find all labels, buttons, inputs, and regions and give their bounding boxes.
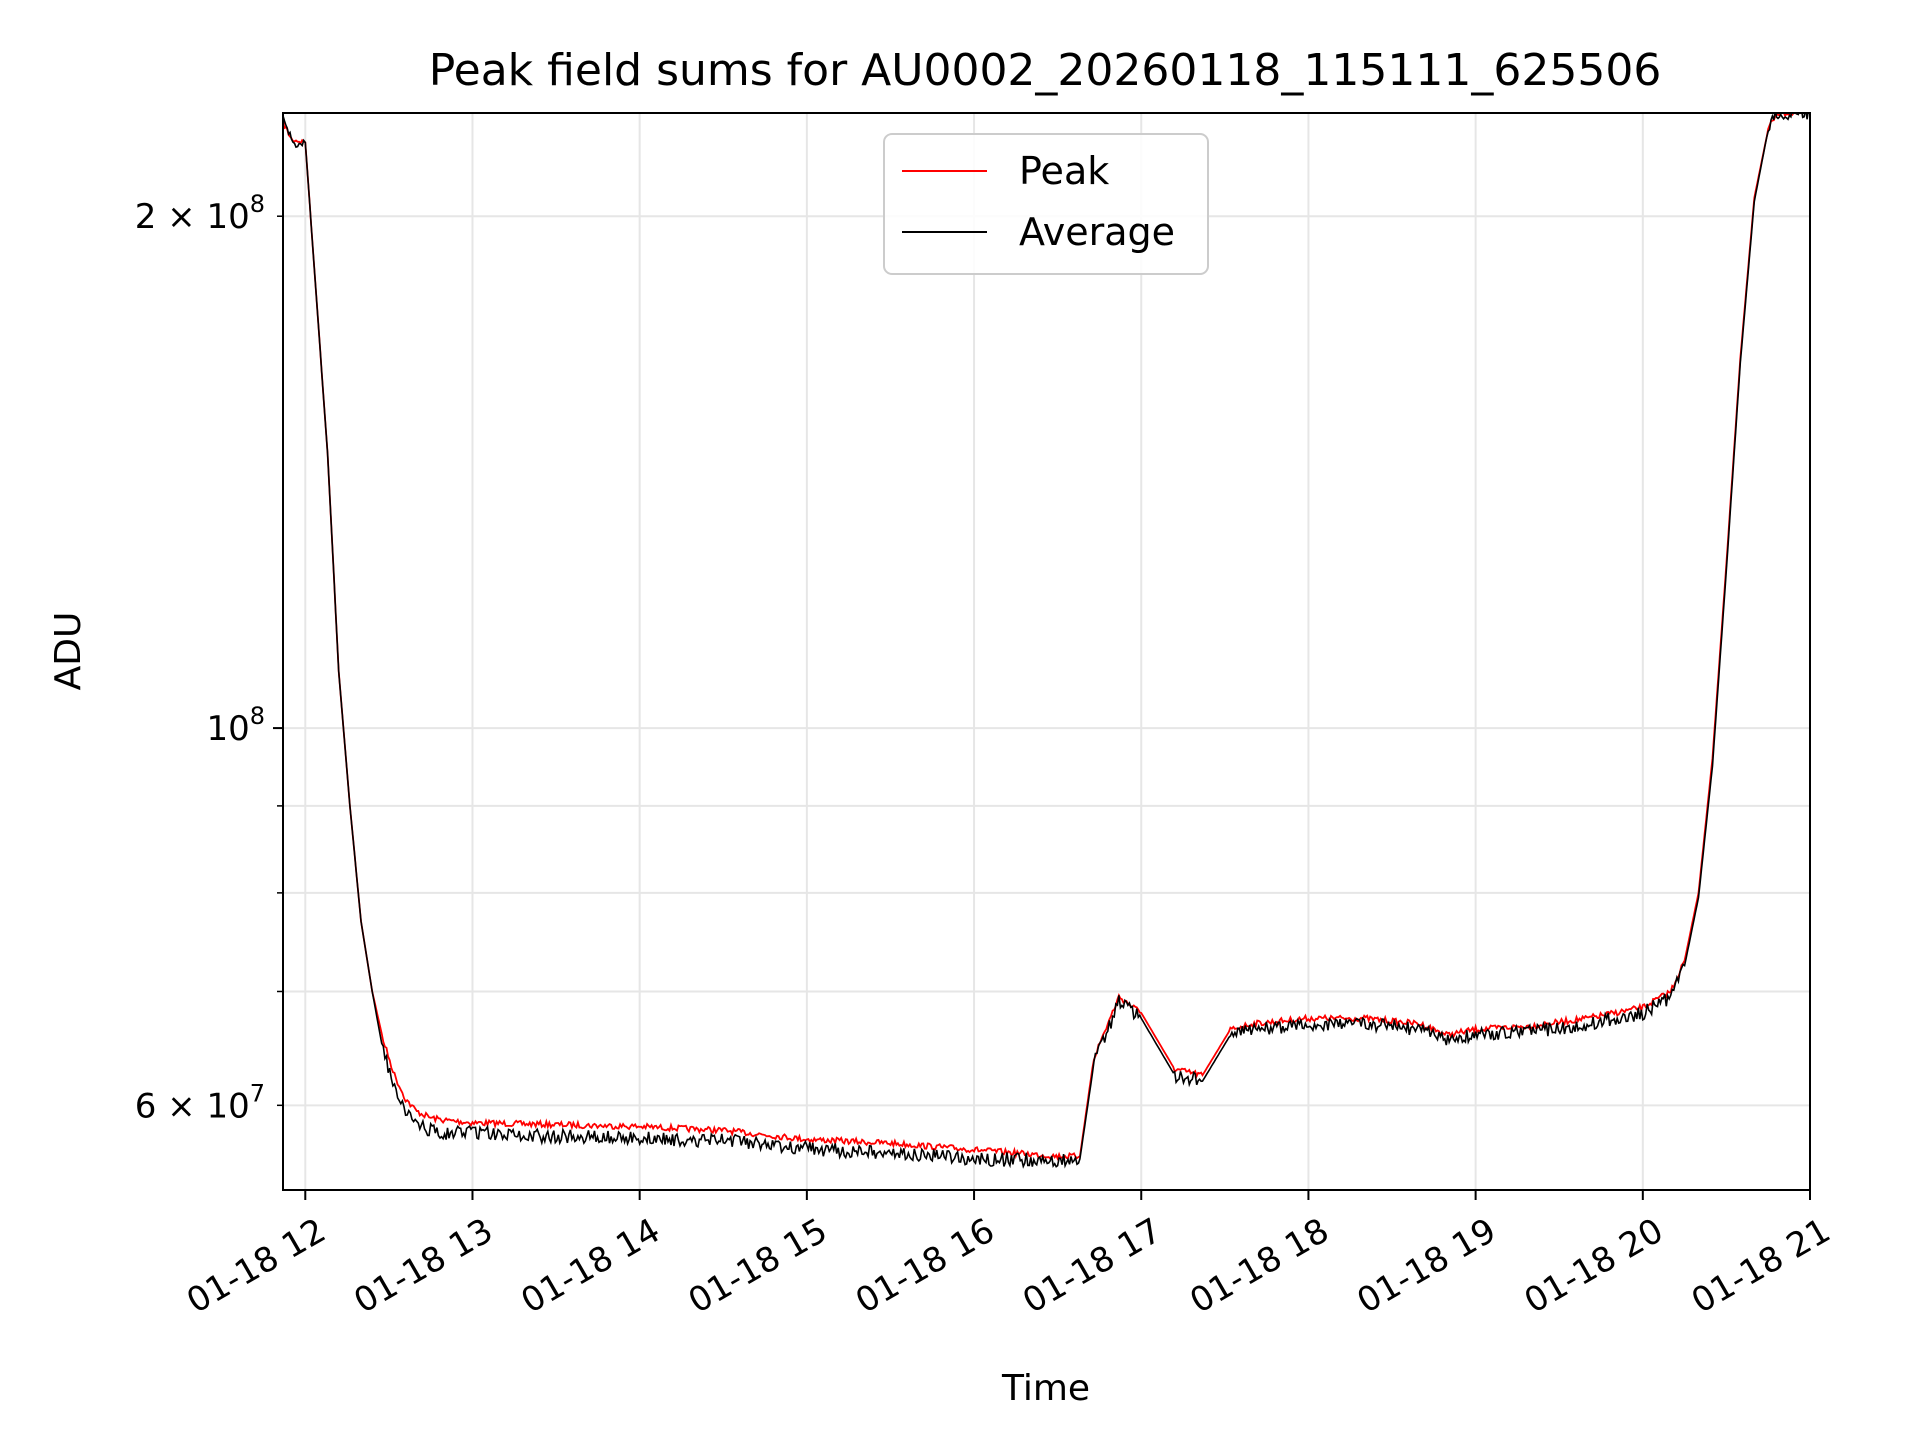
series-line-average <box>283 113 1810 1169</box>
chart-title: Peak field sums for AU0002_20260118_1151… <box>429 45 1662 96</box>
y-tick-label: 108 <box>206 702 265 749</box>
y-tick-exponent: 8 <box>250 190 265 218</box>
series-line-peak <box>283 113 1810 1162</box>
legend-box <box>883 133 1209 275</box>
y-tick-label: 6 × 107 <box>135 1079 265 1126</box>
y-tick-exponent: 8 <box>250 702 265 730</box>
legend-label-average: Average <box>1019 210 1175 254</box>
legend: Peak Average <box>883 133 1209 275</box>
x-axis-label: Time <box>1001 1368 1090 1409</box>
y-tick-base: 10 <box>206 709 249 749</box>
y-tick-mantissa: 2 × <box>135 197 207 237</box>
series-layer <box>283 113 1810 1169</box>
y-tick-base: 10 <box>206 197 249 237</box>
y-tick-label: 2 × 108 <box>135 190 265 237</box>
y-tick-mantissa: 6 × <box>135 1086 207 1126</box>
y-tick-base: 10 <box>206 1086 249 1126</box>
legend-label-peak: Peak <box>1019 149 1109 193</box>
y-tick-exponent: 7 <box>250 1079 265 1107</box>
y-axis-label: ADU <box>48 612 89 691</box>
plot-frame <box>282 112 1811 1191</box>
